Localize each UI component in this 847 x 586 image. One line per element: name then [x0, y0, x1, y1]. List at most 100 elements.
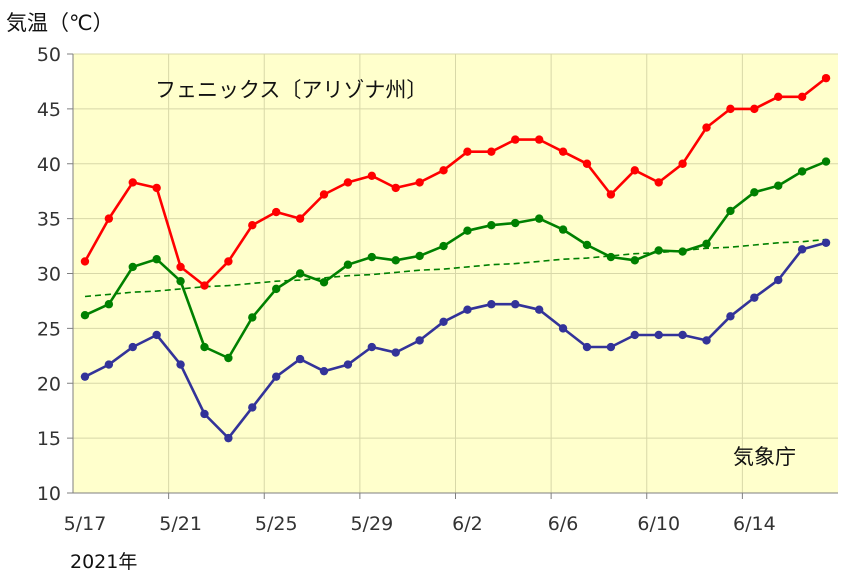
- data-point: [630, 256, 639, 265]
- data-point: [606, 342, 616, 352]
- data-point: [295, 214, 305, 223]
- data-point: [176, 276, 185, 286]
- data-point: [128, 342, 137, 352]
- data-point: [391, 183, 400, 193]
- data-point: [272, 372, 281, 381]
- data-point: [487, 221, 496, 230]
- y-tick-label: 20: [37, 373, 61, 395]
- data-point: [558, 225, 568, 234]
- data-point: [295, 354, 305, 364]
- x-tick-label: 6/2: [452, 513, 483, 535]
- data-point: [654, 246, 663, 255]
- data-point: [774, 92, 783, 102]
- series-group: [80, 73, 831, 443]
- data-point: [582, 159, 592, 168]
- data-point: [152, 255, 161, 264]
- data-point: [702, 123, 711, 132]
- axes: [67, 53, 838, 499]
- y-tick-label: 30: [37, 264, 61, 286]
- data-point: [104, 300, 114, 309]
- data-point: [224, 433, 233, 443]
- data-point: [511, 218, 520, 228]
- data-point: [343, 178, 353, 187]
- data-point: [606, 252, 616, 262]
- series-line: [84, 160, 827, 360]
- data-point: [80, 257, 90, 266]
- y-tick-label: 40: [37, 154, 61, 176]
- x-tick-label: 5/21: [159, 513, 202, 535]
- data-point: [439, 317, 448, 326]
- data-point: [630, 330, 639, 340]
- data-point: [343, 360, 353, 369]
- data-point: [152, 330, 161, 340]
- data-point: [295, 269, 305, 278]
- data-point: [797, 92, 807, 102]
- data-point: [391, 256, 400, 265]
- data-point: [272, 284, 281, 294]
- data-point: [558, 147, 568, 156]
- data-point: [80, 372, 90, 381]
- data-point: [224, 353, 233, 363]
- data-point: [248, 221, 257, 230]
- data-point: [606, 190, 616, 199]
- data-point: [463, 147, 472, 156]
- data-point: [391, 348, 400, 357]
- data-point: [558, 324, 568, 333]
- data-point: [821, 157, 831, 166]
- x-tick-label: 5/17: [64, 513, 107, 535]
- data-point: [439, 241, 448, 251]
- data-point: [511, 135, 520, 144]
- data-point: [319, 278, 329, 287]
- x-tick-label: 6/14: [733, 513, 776, 535]
- data-point: [797, 167, 807, 176]
- y-tick-labels: 10 15 20 25 30 35 40 45 50: [37, 44, 61, 505]
- data-point: [367, 252, 377, 262]
- data-point: [439, 166, 448, 175]
- data-point: [272, 207, 281, 217]
- data-point: [415, 251, 424, 261]
- data-point: [654, 178, 663, 187]
- data-point: [343, 260, 353, 269]
- data-point: [774, 275, 783, 285]
- data-point: [726, 104, 735, 114]
- y-tick-label: 25: [37, 318, 61, 340]
- data-point: [630, 166, 639, 175]
- x-axis-label: 2021年: [70, 551, 137, 573]
- data-point: [534, 214, 544, 223]
- data-point: [200, 281, 209, 290]
- data-point: [678, 159, 687, 168]
- data-point: [104, 360, 114, 369]
- data-point: [774, 181, 783, 190]
- data-point: [176, 262, 185, 272]
- data-point: [582, 240, 592, 250]
- data-point: [80, 311, 90, 320]
- y-tick-label: 15: [37, 428, 61, 450]
- x-tick-label: 5/29: [350, 513, 393, 535]
- x-tick-label: 6/10: [637, 513, 680, 535]
- data-point: [463, 226, 472, 235]
- gridlines: [73, 53, 838, 493]
- data-point: [128, 178, 137, 187]
- data-point: [248, 313, 257, 322]
- data-point: [415, 178, 424, 187]
- source-label: 気象庁: [733, 445, 796, 469]
- data-point: [463, 305, 472, 314]
- data-point: [319, 366, 329, 376]
- y-tick-label: 45: [37, 99, 61, 121]
- data-point: [415, 336, 424, 345]
- data-point: [750, 104, 759, 114]
- x-tick-label: 6/6: [548, 513, 579, 535]
- data-point: [248, 403, 257, 412]
- data-point: [152, 183, 161, 193]
- data-point: [702, 336, 711, 345]
- y-axis-label: 気温（℃）: [6, 11, 114, 35]
- data-point: [750, 293, 759, 302]
- data-point: [487, 147, 496, 156]
- data-point: [582, 342, 592, 352]
- data-point: [797, 245, 807, 254]
- data-point: [654, 330, 663, 340]
- data-point: [487, 300, 496, 309]
- data-point: [104, 214, 114, 223]
- data-point: [176, 360, 185, 369]
- series-line: [83, 77, 827, 287]
